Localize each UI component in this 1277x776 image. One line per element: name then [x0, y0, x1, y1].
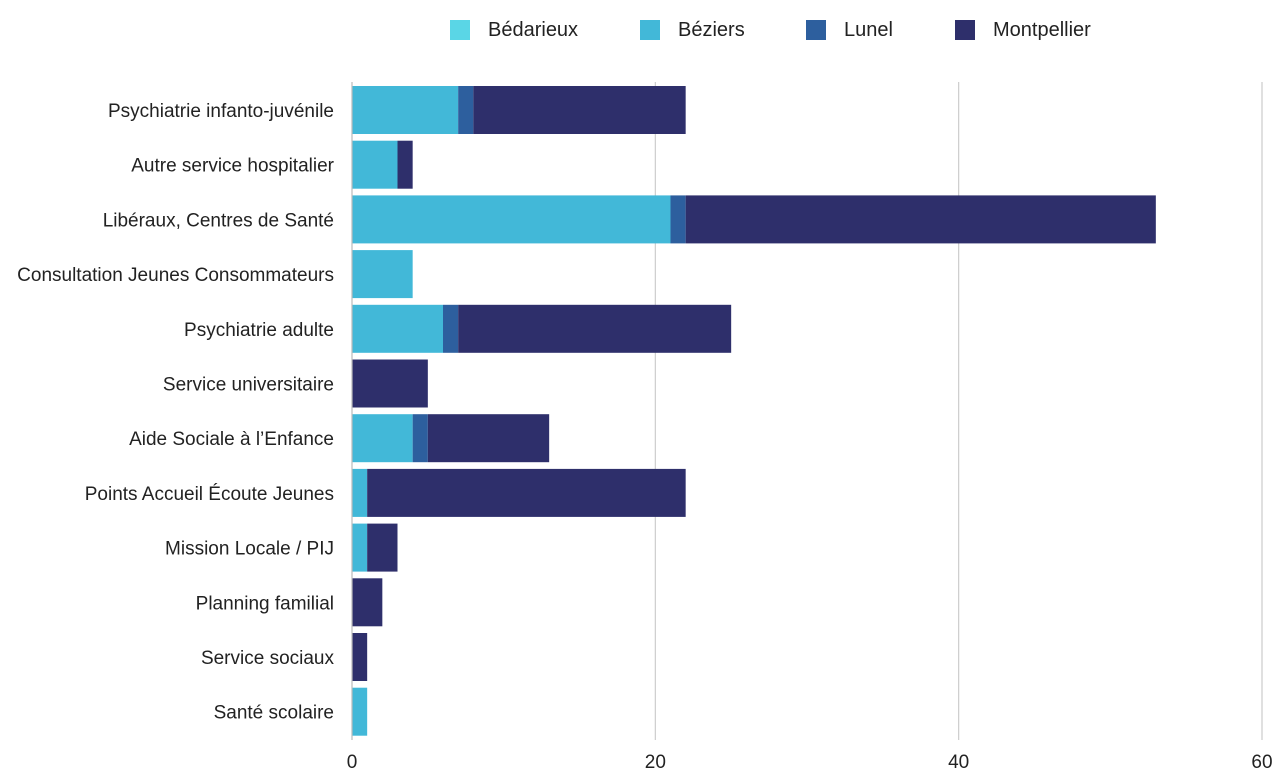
bar-b-ziers-8	[352, 523, 368, 572]
category-label: Planning familial	[196, 593, 334, 614]
bar-lunel-4	[443, 304, 459, 353]
category-label: Points Accueil Écoute Jeunes	[85, 484, 334, 505]
bar-b-ziers-2	[352, 195, 671, 244]
bar-montpellier-6	[427, 414, 550, 463]
legend-item: Bédarieux	[450, 12, 578, 48]
bar-montpellier-8	[367, 523, 398, 572]
legend-label: Montpellier	[993, 18, 1091, 41]
bar-montpellier-2	[685, 195, 1156, 244]
legend-swatch	[806, 20, 826, 40]
category-label: Psychiatrie adulte	[184, 320, 334, 341]
legend-swatch	[640, 20, 660, 40]
bar-montpellier-9	[352, 578, 383, 627]
legend-item: Lunel	[806, 12, 893, 48]
bar-b-ziers-3	[352, 250, 413, 299]
category-label: Santé scolaire	[214, 703, 334, 724]
bar-b-ziers-6	[352, 414, 413, 463]
category-label: Service universitaire	[163, 375, 334, 396]
x-tick-label-40: 40	[948, 752, 969, 773]
bar-b-ziers-7	[352, 468, 368, 517]
x-tick-label-20: 20	[645, 752, 666, 773]
bar-b-ziers-0	[352, 86, 459, 134]
bar-montpellier-7	[367, 468, 686, 517]
bar-montpellier-5	[352, 359, 428, 408]
bar-lunel-6	[412, 414, 428, 463]
legend-label: Béziers	[678, 18, 745, 41]
legend-swatch	[450, 20, 470, 40]
category-label: Mission Locale / PIJ	[165, 539, 334, 560]
category-label: Aide Sociale à l’Enfance	[129, 429, 334, 450]
bar-lunel-2	[670, 195, 686, 244]
legend-swatch	[955, 20, 975, 40]
category-label: Psychiatrie infanto-juvénile	[108, 101, 334, 122]
legend-label: Bédarieux	[488, 18, 579, 41]
bar-lunel-0	[458, 86, 474, 134]
bar-b-ziers-1	[352, 140, 398, 189]
chart-legend: Bédarieux Béziers Lunel Montpellier	[0, 12, 1277, 48]
category-label: Libéraux, Centres de Santé	[103, 210, 334, 231]
legend-label: Lunel	[844, 18, 893, 41]
bar-montpellier-0	[473, 86, 686, 134]
bar-montpellier-10	[352, 633, 368, 681]
category-label: Service sociaux	[201, 648, 335, 669]
category-label: Consultation Jeunes Consommateurs	[17, 265, 334, 286]
category-label: Autre service hospitalier	[131, 156, 334, 177]
x-tick-label-0: 0	[347, 752, 358, 773]
x-tick-label-60: 60	[1251, 752, 1272, 773]
legend-item: Montpellier	[955, 12, 1091, 48]
bar-montpellier-4	[458, 304, 732, 353]
bar-montpellier-1	[397, 140, 413, 189]
bar-b-ziers-11	[352, 687, 368, 736]
legend-item: Béziers	[640, 12, 745, 48]
bar-b-ziers-4	[352, 304, 443, 353]
